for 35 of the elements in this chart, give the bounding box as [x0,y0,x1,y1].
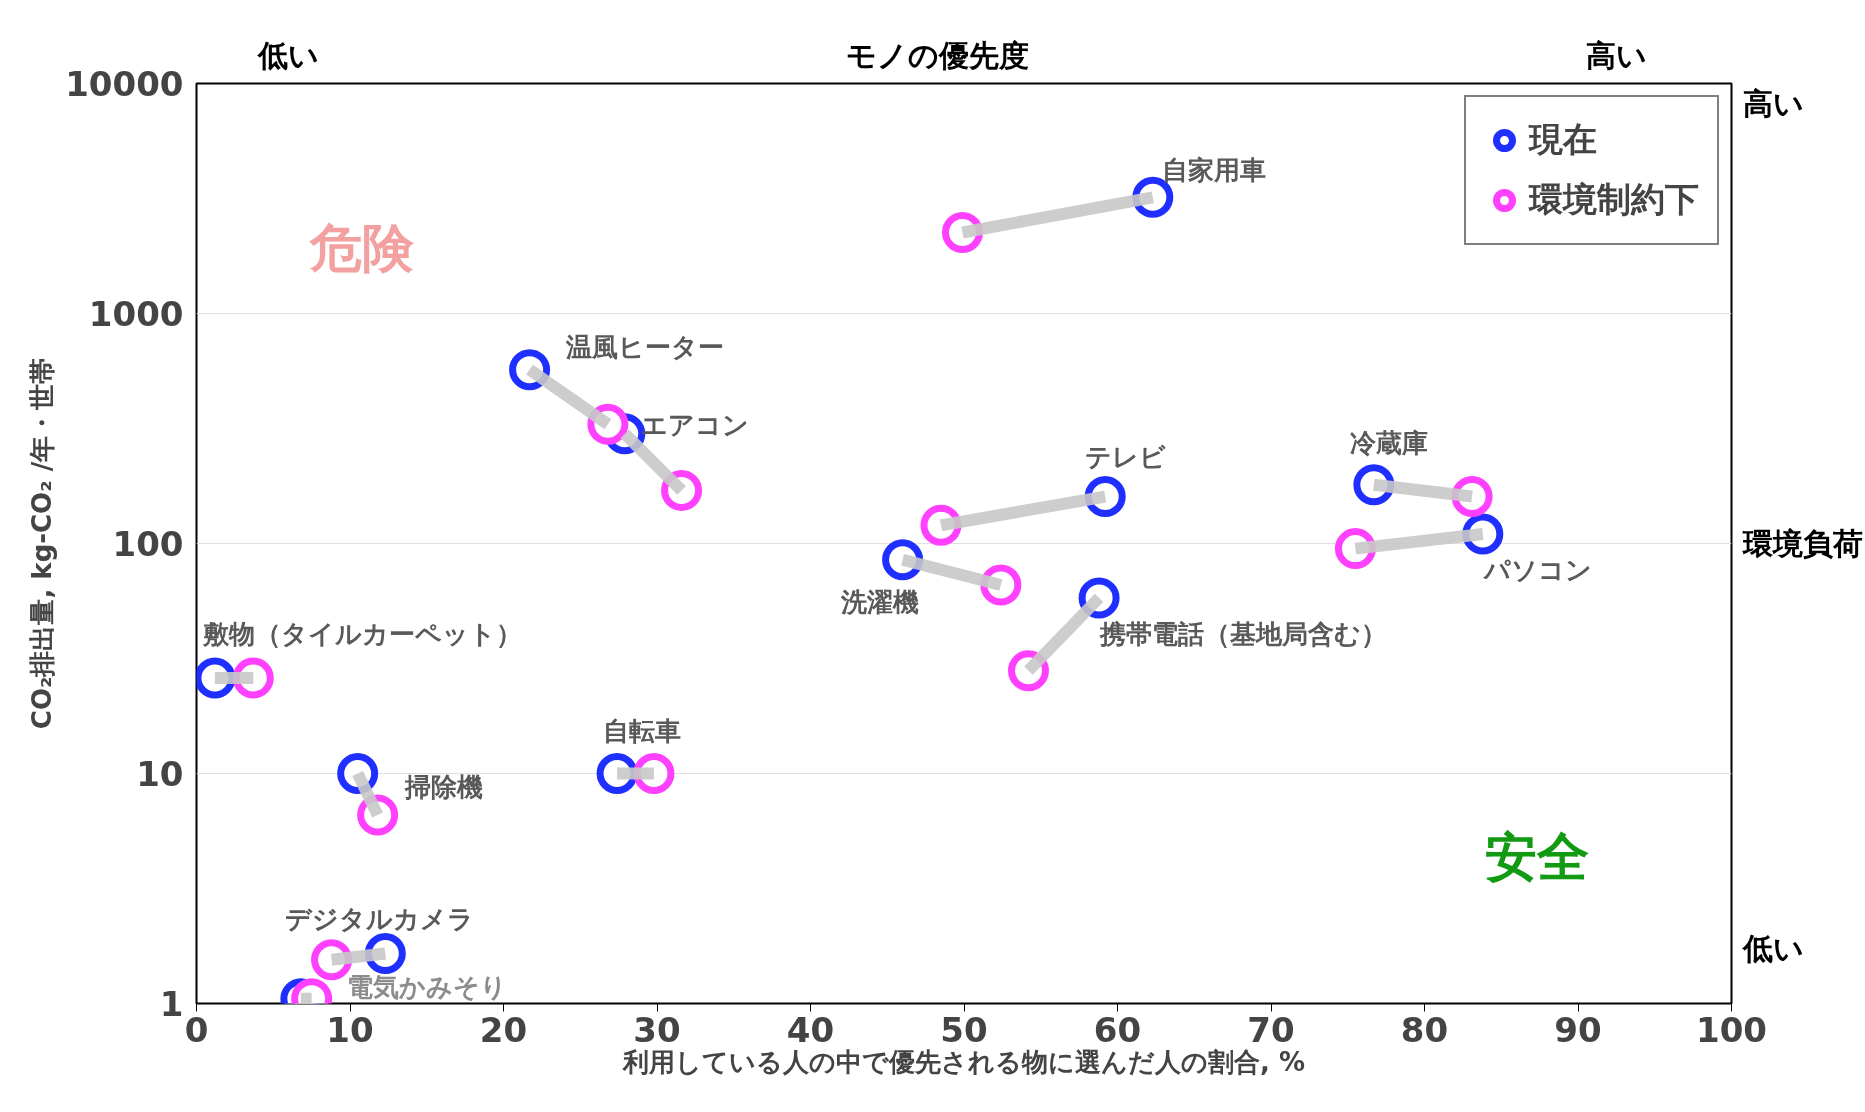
annotation: 冷蔵庫 [1350,428,1429,459]
annotation: パソコン [1482,555,1593,586]
annotation: 洗濯機 [839,587,919,618]
x-tick-label: 80 [1400,1009,1449,1050]
y-tick-label: 1000 [88,294,184,334]
x-tick-label: 90 [1554,1009,1602,1050]
annotation: テレビ [1084,442,1166,473]
y-tick-label: 100 [112,524,184,564]
annotation: 安全 [1484,827,1589,888]
text: 低い [257,37,320,73]
annotation: デジタルカメラ [284,903,474,934]
x-tick-label: 0 [184,1009,209,1050]
annotation: 掃除機 [403,772,483,803]
annotation: 敷物（タイルカーペット） [201,618,522,649]
x-tick-label: 10 [326,1009,374,1050]
y-tick-label: 10 [136,754,184,794]
y-axis-title: CO₂排出量, kg-CO₂ /年・世帯 [27,357,58,730]
text: 環境負荷 [1741,526,1863,561]
text: 低い [1741,930,1804,966]
text: 高い [1742,86,1804,122]
annotation: 電気かみそり [346,971,507,1002]
annotation: 自家用車 [1162,154,1267,185]
text: 高い [1585,37,1647,73]
annotation: 自転車 [602,716,681,747]
annotation: 携帯電話（基地局含む） [1098,618,1387,649]
y-tick-label: 1 [159,984,184,1024]
text: モノの優先度 [846,37,1030,73]
y-tick-label: 10000 [65,64,184,104]
x-tick-label: 100 [1696,1009,1767,1050]
annotation: 危険 [309,218,416,279]
legend-label: 現在 [1529,118,1597,161]
legend-label: 環境制約下 [1529,178,1699,221]
x-tick-label: 20 [479,1009,528,1050]
annotation: 温風ヒーター [564,331,724,362]
annotation: エアコン [641,409,750,440]
